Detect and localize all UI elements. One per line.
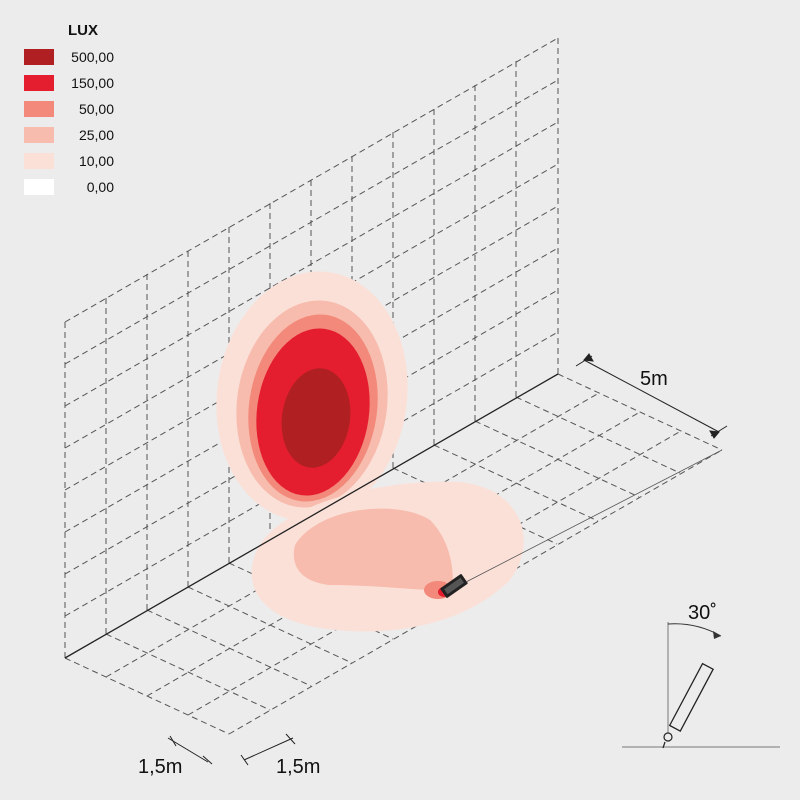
legend-swatch [24,179,54,195]
distance-dimension [575,353,728,439]
legend-item: 25,00 [24,122,124,148]
grid-x-label: 1,5m [138,756,183,778]
grid-dimension-x [167,735,213,765]
legend-item: 0,00 [24,174,124,200]
legend-item: 500,00 [24,44,124,70]
legend-item: 50,00 [24,96,124,122]
beam-reference-line [465,449,723,583]
tilt-angle-inset [622,622,780,749]
legend-swatch [24,101,54,117]
distance-label: 5m [640,368,668,390]
legend-label: 25,00 [78,127,114,143]
legend-label: 500,00 [71,49,114,65]
legend-label: 50,00 [78,101,114,117]
tilted-fixture-icon [668,662,715,732]
legend-label: 0,00 [86,179,114,195]
grid-y-label: 1,5m [276,756,321,778]
lux-legend: LUX 500,00 150,00 50,00 25,00 10,00 0,00 [24,18,124,200]
legend-title: LUX [68,22,98,39]
legend-label: 150,00 [71,75,114,91]
grid-dimension-y [240,733,296,766]
fixture-icon [440,574,468,598]
legend-label: 10,00 [78,153,114,169]
tilt-angle-label: 30˚ [688,602,717,624]
legend-swatch [24,49,54,65]
legend-swatch [24,75,54,91]
legend-item: 150,00 [24,70,124,96]
legend-swatch [24,127,54,143]
wall-floor-edge [64,373,559,659]
legend-item: 10,00 [24,148,124,174]
legend-swatch [24,153,54,169]
wall-light-pattern [216,271,408,521]
